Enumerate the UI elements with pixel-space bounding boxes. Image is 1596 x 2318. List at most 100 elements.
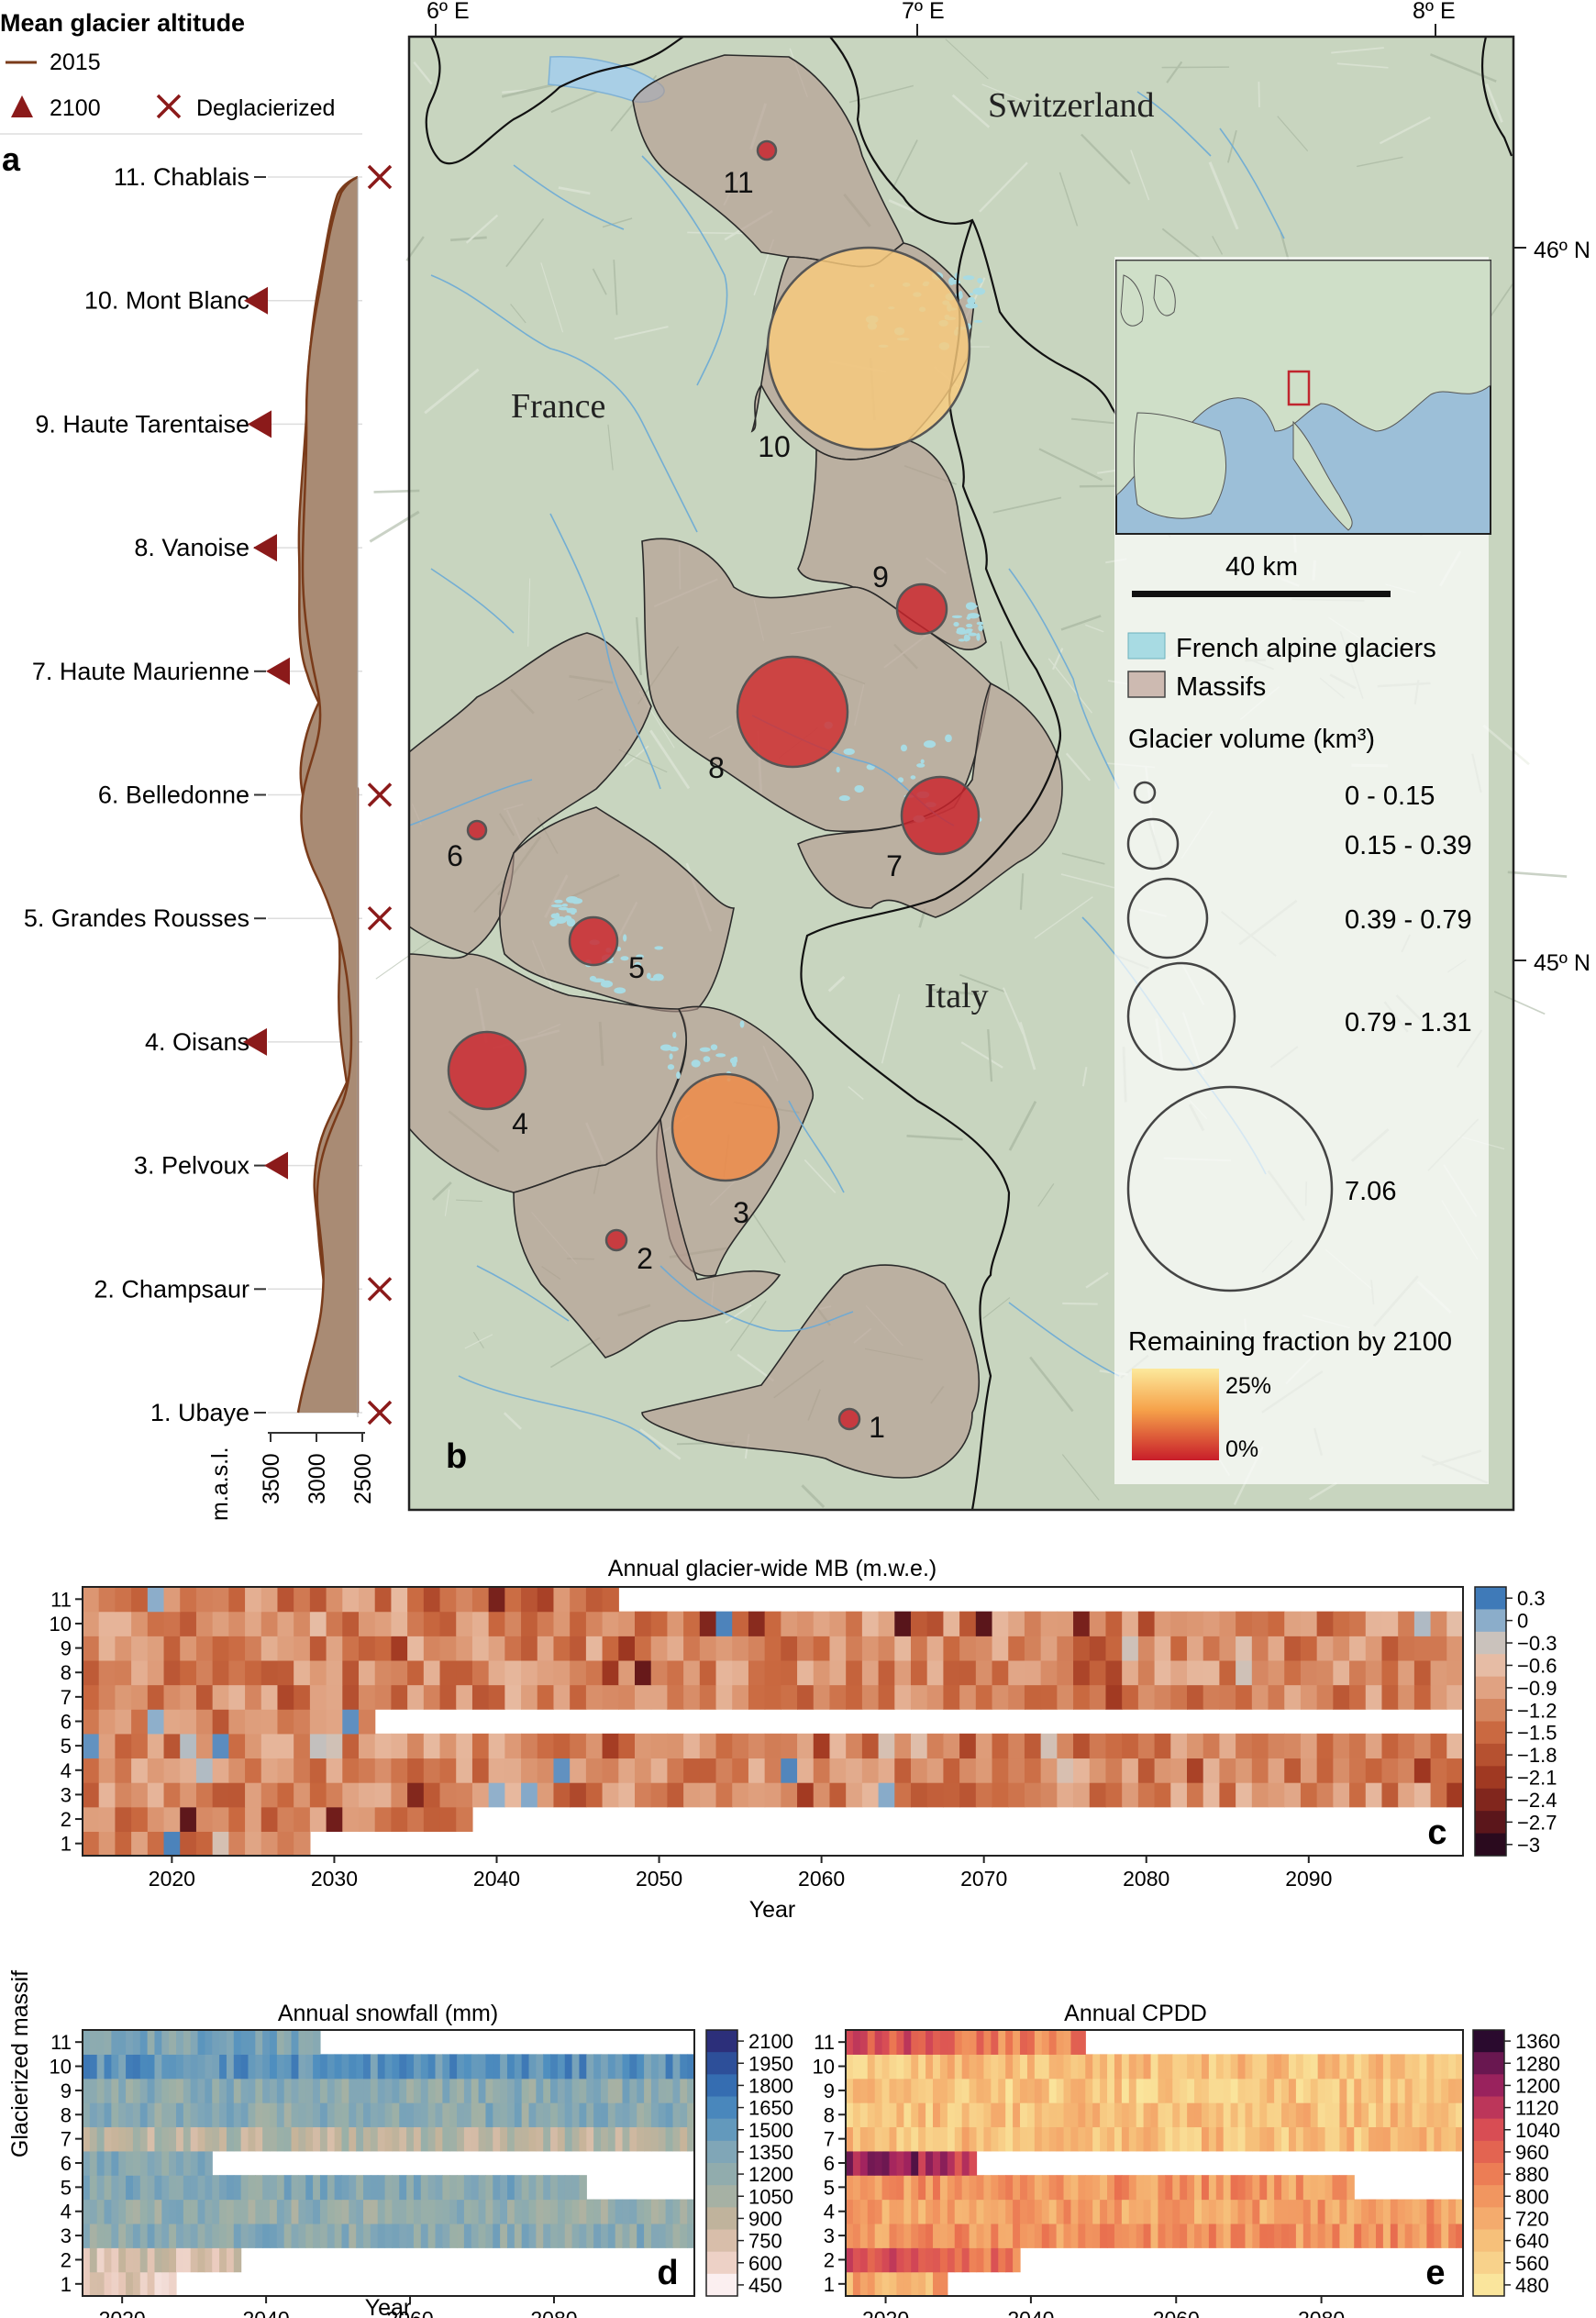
heat-cell: [961, 2054, 970, 2080]
heat-cell: [111, 2175, 119, 2201]
glacier-patch: [843, 748, 855, 756]
glacier-patch: [897, 777, 904, 783]
heat-cell: [83, 2271, 91, 2297]
colorbar-tick-label: 1050: [748, 2185, 793, 2208]
heat-cell: [260, 1806, 279, 1832]
heat-cell: [629, 2223, 637, 2248]
heat-cell: [959, 1611, 977, 1636]
heat-cell: [449, 2102, 458, 2128]
heat-cell: [1105, 1733, 1123, 1759]
heat-cell: [270, 2199, 278, 2224]
heat-cell: [680, 2054, 688, 2080]
heat-cell: [683, 1611, 701, 1636]
heat-cell: [615, 2102, 624, 2128]
heat-cell: [943, 1684, 960, 1710]
heat-cell: [1300, 1659, 1318, 1686]
heat-cell: [1230, 2054, 1239, 2080]
heat-cell: [881, 2199, 891, 2224]
heat-cell: [635, 1659, 652, 1686]
heat-cell: [1288, 2199, 1297, 2224]
heat-cell: [748, 1758, 766, 1783]
heat-cell: [586, 2199, 594, 2224]
heat-cell: [1381, 1636, 1399, 1661]
heat-cell: [341, 2102, 349, 2128]
heat-cell: [1419, 2078, 1428, 2103]
heat-cell: [423, 1659, 441, 1686]
heat-cell: [294, 1587, 311, 1613]
heat-cell: [1150, 2102, 1159, 2128]
heat-cell: [147, 2175, 156, 2201]
heat-cell: [260, 1709, 279, 1735]
heat-cell: [1078, 2199, 1086, 2224]
heat-cell: [528, 2102, 537, 2128]
heat-cell: [212, 1709, 229, 1735]
heat-cell: [291, 2054, 300, 2080]
heat-cell: [1024, 1684, 1042, 1710]
heat-cell: [1281, 2054, 1290, 2080]
heat-cell: [342, 1684, 360, 1710]
heat-cell: [889, 2102, 898, 2128]
terrain-stroke: [848, 1085, 864, 1101]
heat-cell: [629, 2078, 637, 2103]
heat-cell: [1158, 2223, 1166, 2248]
heat-cell: [260, 1684, 279, 1710]
colorbar-c: 0.30−0.3−0.6−0.9−1.2−1.5−1.8−2.1−2.4−2.7…: [1474, 1586, 1557, 1857]
heat-cell: [629, 2054, 637, 2080]
heat-cell: [363, 2223, 371, 2248]
terrain-stroke: [503, 1412, 522, 1430]
heat-cell: [262, 2078, 271, 2103]
heat-cell: [1107, 2175, 1115, 2201]
heat-cell: [1201, 2078, 1210, 2103]
heat-cell: [1154, 1611, 1171, 1636]
legend-line-label: 2015: [50, 50, 101, 75]
colorbar-tick-label: 1500: [748, 2119, 793, 2142]
heat-cell: [1136, 2054, 1145, 2080]
terrain-stroke: [649, 729, 691, 790]
heat-cell: [867, 2175, 876, 2201]
country-france: France: [511, 387, 605, 426]
heat-cell: [359, 1611, 376, 1636]
colorbar-frame: [705, 2029, 738, 2297]
heat-cell: [781, 1782, 798, 1808]
heat-cell: [644, 2078, 652, 2103]
heat-cell: [1136, 2126, 1145, 2152]
heat-cell: [1382, 2223, 1391, 2248]
heat-cell: [1085, 2199, 1093, 2224]
heat-cell: [881, 2247, 891, 2273]
heat-cell: [1219, 1636, 1236, 1661]
heat-cell: [104, 2030, 112, 2055]
heat-cell: [903, 2102, 912, 2128]
colorbar-d: 2100195018001650150013501200105090075060…: [705, 2029, 793, 2297]
heat-cell: [399, 2054, 407, 2080]
heat-cell: [1310, 2078, 1319, 2103]
heat-cell: [570, 1659, 587, 1686]
heat-cell: [859, 2175, 869, 2201]
heat-cell: [407, 1611, 425, 1636]
heat-cell: [131, 1782, 149, 1808]
heat-cell: [435, 2078, 443, 2103]
heat-cell: [233, 2078, 242, 2103]
heat-cell: [998, 2102, 1006, 2128]
heat-cell: [1020, 2126, 1028, 2152]
heat-cell: [1008, 1684, 1025, 1710]
heat-cell: [1034, 2199, 1043, 2224]
heat-cell: [163, 1636, 181, 1661]
heat-cell: [1252, 2078, 1260, 2103]
heat-cell: [1412, 2199, 1421, 2224]
heat-cell: [291, 2078, 300, 2103]
colorbar-segment: [1473, 2118, 1504, 2142]
heat-cell: [764, 1758, 781, 1783]
glacier-patch: [676, 1071, 681, 1080]
heat-cell: [180, 1758, 197, 1783]
heat-cell: [1008, 1733, 1025, 1759]
heat-cell: [983, 2247, 992, 2273]
heat-cell: [1089, 1611, 1107, 1636]
heat-cell: [1413, 1684, 1432, 1710]
heat-cell: [233, 2126, 242, 2152]
heat-cell: [903, 2054, 912, 2080]
colorbar-tick-label: −1.2: [1517, 1699, 1557, 1722]
heat-cell: [291, 2199, 300, 2224]
heat-cell: [341, 2078, 349, 2103]
heat-cell: [911, 2271, 919, 2297]
heat-cell: [1230, 2223, 1239, 2248]
